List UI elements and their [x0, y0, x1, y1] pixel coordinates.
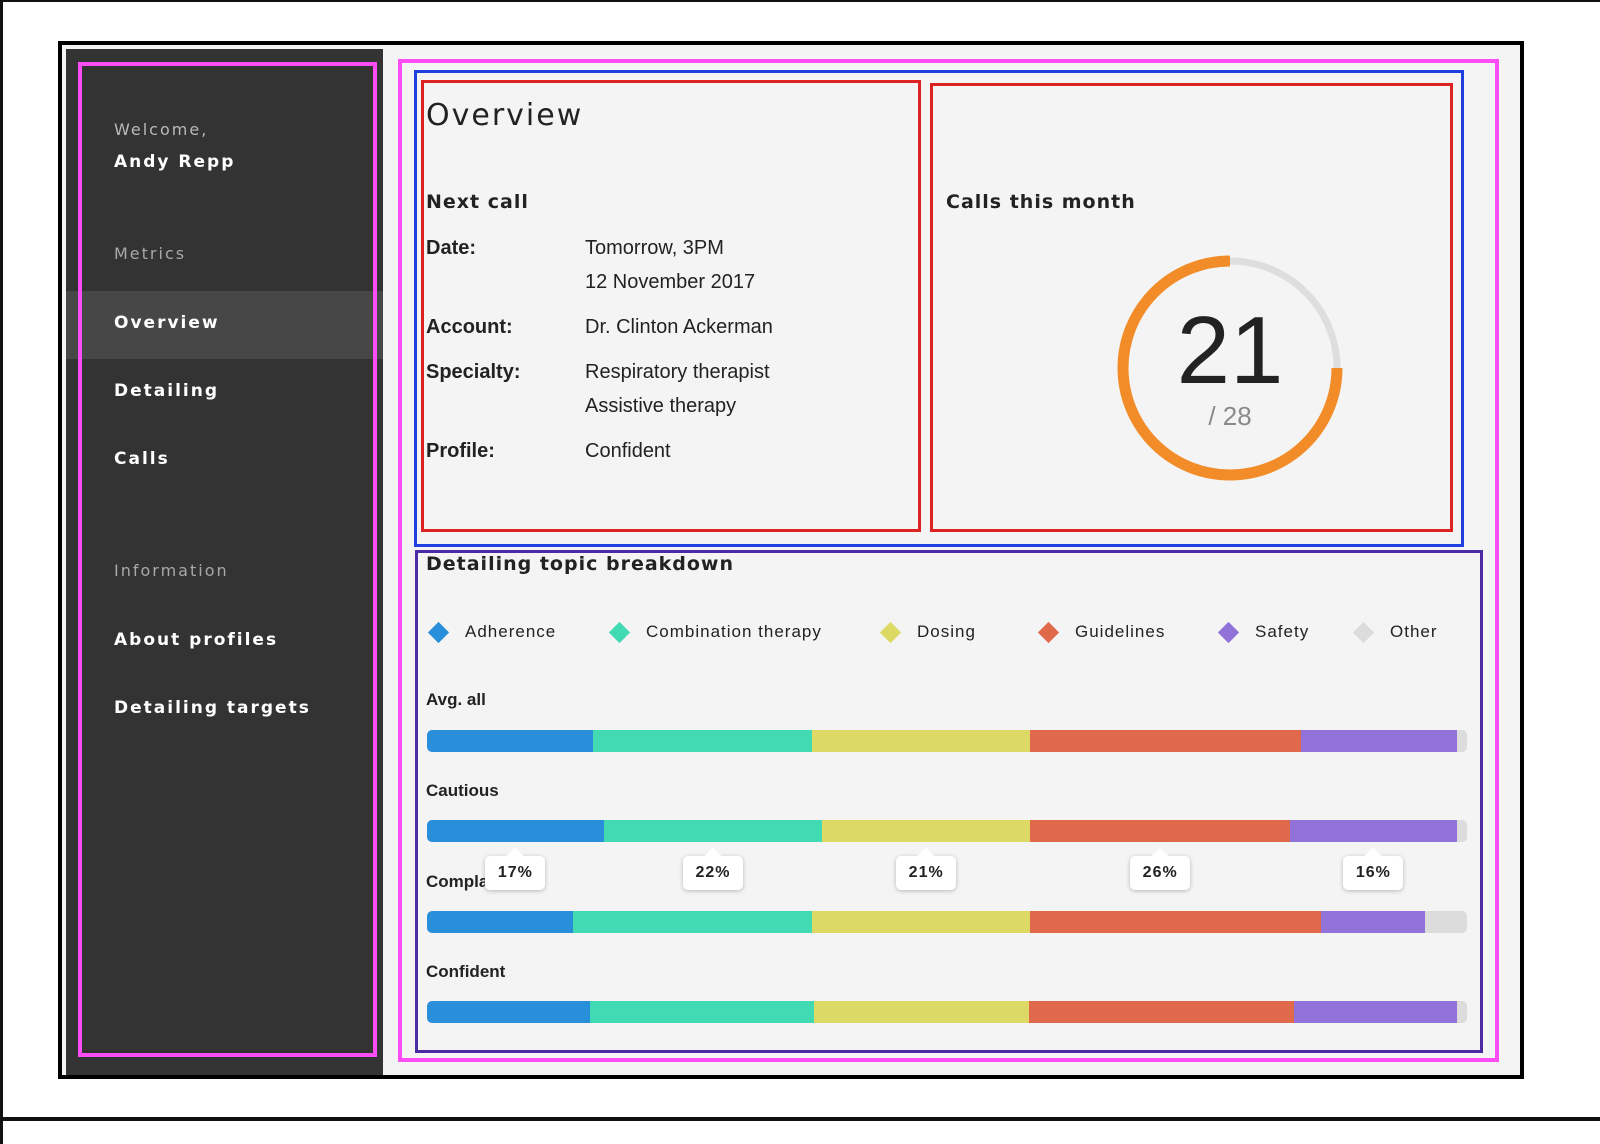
calls-progress-ring: [1117, 255, 1343, 481]
user-name: Andy Repp: [114, 152, 236, 172]
sidebar-highlight-outline: [78, 62, 377, 1057]
bar-segment-guidelines[interactable]: [1030, 911, 1322, 933]
sidebar-section-information: Information: [114, 561, 229, 580]
page-title: Overview: [426, 98, 584, 133]
profile-label: Profile:: [426, 440, 495, 462]
app-frame: Welcome, Andy Repp Metrics Overview Deta…: [58, 41, 1524, 1079]
bar-segment-adherence[interactable]: [427, 1001, 591, 1023]
sidebar-item-overview[interactable]: Overview: [66, 291, 383, 359]
bar-segment-dosing[interactable]: [822, 820, 1031, 842]
sidebar-item-detailing-targets[interactable]: Detailing targets: [66, 676, 383, 744]
sidebar: Welcome, Andy Repp Metrics Overview Deta…: [66, 49, 383, 1075]
tooltip-text: 17%: [497, 864, 533, 881]
profile-value: Confident: [585, 440, 671, 462]
sidebar-item-calls[interactable]: Calls: [66, 427, 383, 495]
welcome-text: Welcome,: [114, 120, 209, 139]
specialty-label: Specialty:: [426, 361, 521, 383]
bar-segment-other[interactable]: [1456, 820, 1467, 842]
sidebar-item-label: Detailing targets: [114, 698, 311, 718]
sidebar-item-label: About profiles: [114, 630, 279, 650]
calls-total: / 28: [1208, 401, 1252, 431]
legend-marker-icon: [427, 621, 450, 644]
sidebar-item-detailing[interactable]: Detailing: [66, 359, 383, 427]
legend-label: Safety: [1255, 622, 1310, 641]
tooltip-text: 21%: [908, 864, 944, 881]
sidebar-section-metrics: Metrics: [114, 244, 187, 263]
breakdown-heading: Detailing topic breakdown: [426, 553, 735, 575]
bar-segment-other[interactable]: [1456, 1001, 1467, 1023]
tooltip-text: 16%: [1355, 864, 1391, 881]
overview-card-outline: [421, 80, 921, 532]
legend-marker-icon: [1352, 621, 1375, 644]
stacked-bar-cautious[interactable]: [427, 820, 1467, 842]
sidebar-item-label: Overview: [114, 313, 220, 333]
tooltip-percent: 16%: [1343, 856, 1404, 890]
legend-marker-icon: [1217, 621, 1240, 644]
legend-label: Other: [1390, 622, 1438, 641]
date-value-time: Tomorrow, 3PM: [585, 237, 724, 259]
bar-segment-dosing[interactable]: [811, 730, 1031, 752]
bar-segment-safety[interactable]: [1300, 730, 1457, 752]
bar-segment-combination-therapy[interactable]: [572, 911, 812, 933]
legend-marker-icon: [879, 621, 902, 644]
tooltip-percent: 17%: [485, 856, 546, 890]
legend-label: Adherence: [465, 622, 557, 641]
tooltip-percent: 22%: [683, 856, 743, 890]
screenshot-border-top: [0, 0, 1600, 2]
legend-marker-icon: [1037, 621, 1060, 644]
screenshot-border-bottom: [0, 1117, 1600, 1121]
date-label: Date:: [426, 237, 477, 259]
bar-segment-other[interactable]: [1425, 911, 1467, 933]
sidebar-item-label: Detailing: [114, 381, 219, 401]
bar-segment-guidelines[interactable]: [1030, 820, 1291, 842]
stacked-bar-confident[interactable]: [427, 1001, 1467, 1023]
row-label-cautious: Cautious: [426, 781, 499, 800]
account-label: Account:: [426, 316, 513, 338]
bar-segment-combination-therapy[interactable]: [590, 1001, 815, 1023]
tooltip-percent: 26%: [1130, 856, 1191, 890]
bar-segment-guidelines[interactable]: [1028, 1001, 1294, 1023]
tooltip-text: 22%: [695, 864, 731, 881]
specialty-value-secondary: Assistive therapy: [585, 395, 737, 417]
legend-label: Dosing: [917, 622, 976, 641]
row-label-avg-all: Avg. all: [426, 690, 486, 709]
bar-segment-guidelines[interactable]: [1030, 730, 1301, 752]
tooltip-percent: 21%: [896, 856, 957, 890]
bar-segment-safety[interactable]: [1293, 1001, 1457, 1023]
bar-segment-dosing[interactable]: [811, 911, 1031, 933]
stacked-bar-avg-all[interactable]: [427, 730, 1467, 752]
legend-label: Guidelines: [1075, 622, 1166, 641]
legend-marker-icon: [608, 621, 631, 644]
bar-segment-combination-therapy[interactable]: [603, 820, 823, 842]
bar-segment-adherence[interactable]: [427, 730, 594, 752]
calls-heading: Calls this month: [946, 191, 1136, 213]
bar-segment-adherence[interactable]: [427, 911, 573, 933]
date-value-day: 12 November 2017: [585, 271, 756, 293]
next-call-heading: Next call: [426, 191, 529, 213]
bar-segment-safety[interactable]: [1290, 820, 1457, 842]
row-label-confident: Confident: [426, 962, 506, 981]
bar-segment-combination-therapy[interactable]: [593, 730, 812, 752]
specialty-value-primary: Respiratory therapist: [585, 361, 770, 383]
tooltip-text: 26%: [1142, 864, 1178, 881]
gauge-progress-arc: [1117, 255, 1343, 481]
screenshot-border-left: [0, 0, 3, 1144]
bar-segment-dosing[interactable]: [814, 1001, 1029, 1023]
bar-segment-other[interactable]: [1456, 730, 1467, 752]
bar-segment-adherence[interactable]: [427, 820, 604, 842]
calls-count: 21: [1176, 297, 1284, 404]
account-value: Dr. Clinton Ackerman: [585, 316, 773, 338]
sidebar-item-label: Calls: [114, 449, 170, 469]
sidebar-item-about-profiles[interactable]: About profiles: [66, 608, 383, 676]
stacked-bar-complacent[interactable]: [427, 911, 1467, 933]
bar-segment-safety[interactable]: [1321, 911, 1426, 933]
legend-label: Combination therapy: [646, 622, 822, 641]
